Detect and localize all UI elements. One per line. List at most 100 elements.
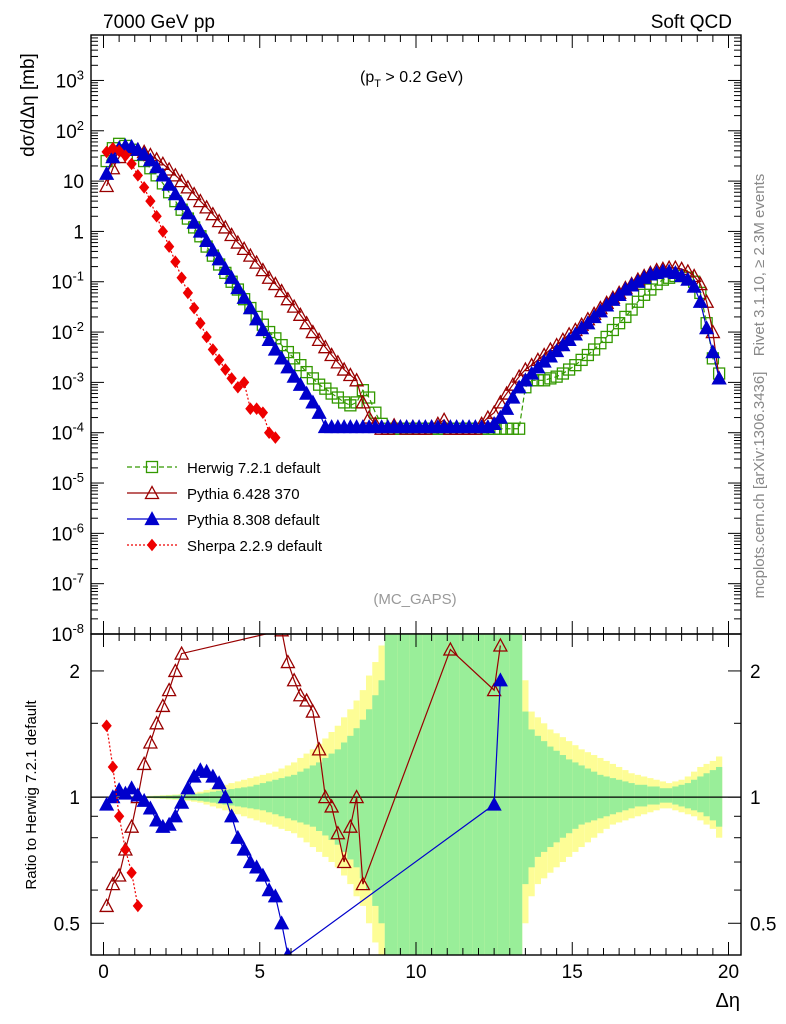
band-bin [666,788,673,803]
xlabel: Δη [716,990,740,1012]
data-point [236,289,252,304]
data-point [686,278,702,293]
ratio-point [124,780,140,795]
y-tick-label: 10-1 [51,269,84,294]
data-point [226,372,237,385]
ratio-point [299,692,315,707]
data-point [280,359,296,374]
top-panel: 10310210110-110-210-310-410-510-610-710-… [51,34,742,646]
ratio-series-sherpa-2-2-9-default [101,719,144,913]
data-point [149,159,165,174]
data-point [692,293,708,308]
data-point [325,387,338,400]
data-point [132,169,144,182]
ratio-point [99,898,115,913]
data-point [344,399,357,412]
ratio-point [342,818,358,833]
data-point [300,365,313,379]
legend-label: Herwig 7.2.1 default [187,460,321,477]
band-bin [709,770,716,821]
y-tick-label: 10-2 [51,319,84,344]
data-point [142,152,158,167]
data-point [249,311,265,326]
data-point [263,426,275,439]
band-bin [559,755,566,838]
band-bin [628,783,635,809]
data-point [186,214,202,229]
data-point [163,240,175,253]
data-point [312,378,326,391]
data-point [157,225,169,238]
band-bin [497,634,504,955]
data-point [201,330,212,344]
ratio-point [286,672,302,687]
ratio-point [261,882,277,897]
data-point [242,247,258,262]
data-point [205,206,221,221]
ratio-point [324,798,340,813]
rivet-label: Rivet 3.1.10, ≥ 2.3M events [751,174,768,357]
data-point [499,385,515,400]
data-point [230,234,246,249]
data-point [249,254,265,269]
band-bin [472,634,479,955]
band-bin [528,729,535,868]
data-point [311,331,327,347]
band-bin [603,776,610,817]
data-point [287,352,301,365]
data-point [255,322,271,337]
data-point [606,323,620,337]
data-point [274,350,290,365]
data-point [99,178,115,193]
data-point [211,213,227,228]
ratio-point [105,789,121,804]
data-point [511,379,527,394]
y-tick-label: 10-7 [51,571,84,596]
data-point [236,241,252,256]
data-point [306,372,320,385]
legend-marker [144,511,160,526]
data-point [594,337,607,350]
band-bin [378,680,385,924]
ratio-line [106,725,139,907]
data-point [207,343,219,356]
ratio-series-layer [99,634,508,955]
ratio-point [486,796,502,811]
series-line [106,147,276,439]
data-point [167,186,183,201]
y-tick-label: 10-6 [51,520,84,545]
data-point [155,167,171,182]
data-point [562,363,576,376]
data-point [213,353,225,367]
y-tick-label: 10-8 [51,621,84,646]
y-tick-label: 10-5 [51,470,84,495]
data-point [161,161,177,176]
ratio-point [242,854,258,869]
data-point [220,363,231,376]
ratio-point [336,854,352,869]
band-bin [697,776,704,813]
data-point [330,354,346,369]
data-point [261,331,277,347]
data-point [631,295,645,308]
data-point [138,181,150,194]
data-point [224,227,240,242]
series-pythia-8-308-default [99,138,727,434]
band-bin [522,711,529,885]
data-point [537,374,551,387]
x-tick-label: 5 [254,962,265,983]
y-tick-label: 103 [56,67,84,92]
band-bin [609,778,616,815]
ratio-point [355,876,371,891]
y-tick-label: 1 [73,222,84,243]
band-bin [397,634,404,955]
band-bin [384,634,391,955]
header-right: Soft QCD [651,12,732,33]
series-sherpa-2-2-9-default [101,141,281,444]
band-bin [441,634,448,955]
x-tick-label: 10 [405,962,426,983]
ratio-point [136,756,152,771]
data-point [499,400,515,415]
data-point [182,286,194,300]
legend-marker [146,538,158,552]
